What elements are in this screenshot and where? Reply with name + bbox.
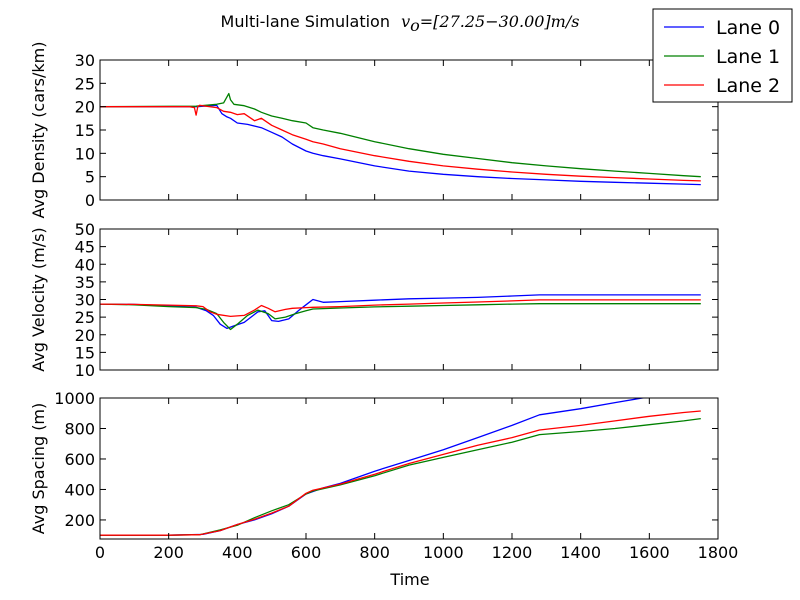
x-tick-label: 600 (291, 543, 322, 562)
y-axis-label: Avg Spacing (m) (29, 403, 48, 535)
series-line-lane-1 (100, 303, 701, 331)
series-line-lane-0 (100, 294, 701, 330)
y-tick-label: 400 (64, 480, 95, 499)
y-tick-label: 40 (75, 255, 95, 274)
x-tick-label: 800 (359, 543, 390, 562)
x-tick-label: 200 (153, 543, 184, 562)
y-tick-label: 25 (75, 74, 95, 93)
y-tick-label: 35 (75, 273, 95, 292)
y-tick-label: 10 (75, 361, 95, 380)
legend: Lane 0 Lane 1 Lane 2 (652, 8, 793, 103)
series-line-lane-0 (100, 398, 649, 536)
y-tick-label: 800 (64, 419, 95, 438)
x-tick-label: 1600 (629, 543, 670, 562)
x-tick-label: 0 (95, 543, 105, 562)
series-line-lane-2 (100, 410, 701, 536)
legend-entry-lane-1: Lane 1 (716, 46, 780, 68)
y-tick-label: 20 (75, 98, 95, 117)
plot-frame (99, 59, 719, 201)
series-line-lane-1 (100, 417, 701, 536)
y-axis-label: Avg Velocity (m/s) (29, 227, 48, 371)
y-tick-label: 50 (75, 220, 95, 239)
x-tick-label: 400 (222, 543, 253, 562)
series-line-lane-0 (100, 104, 701, 186)
y-tick-label: 20 (75, 326, 95, 345)
legend-entry-lane-2: Lane 2 (716, 75, 780, 97)
y-tick-label: 30 (75, 51, 95, 70)
x-tick-label: 1400 (560, 543, 601, 562)
y-tick-label: 15 (75, 343, 95, 362)
series-line-lane-2 (100, 299, 701, 318)
x-tick-label: 1000 (423, 543, 464, 562)
y-tick-label: 1000 (54, 389, 95, 408)
series-line-lane-1 (100, 92, 701, 178)
y-tick-label: 5 (85, 168, 95, 187)
y-tick-label: 25 (75, 308, 95, 327)
legend-entry-lane-0: Lane 0 (716, 17, 780, 39)
y-tick-label: 15 (75, 121, 95, 140)
y-tick-label: 0 (85, 191, 95, 210)
x-tick-label: 1200 (492, 543, 533, 562)
y-tick-label: 200 (64, 511, 95, 530)
y-axis-label: Avg Density (cars/km) (29, 42, 48, 219)
plot-frame (99, 397, 719, 540)
y-tick-label: 30 (75, 291, 95, 310)
subplot-1: 0 5 10 15 20 25 30 Avg Density (cars/km) (29, 42, 719, 219)
y-tick-label: 45 (75, 238, 95, 257)
chart-title: Multi-lane Simulation vo=[27.25−30.00]m/… (221, 12, 580, 35)
series-line-lane-2 (100, 104, 701, 182)
y-tick-label: 600 (64, 450, 95, 469)
x-tick-label: 1800 (698, 543, 739, 562)
x-axis-label: Time (389, 570, 429, 589)
y-tick-label: 10 (75, 144, 95, 163)
